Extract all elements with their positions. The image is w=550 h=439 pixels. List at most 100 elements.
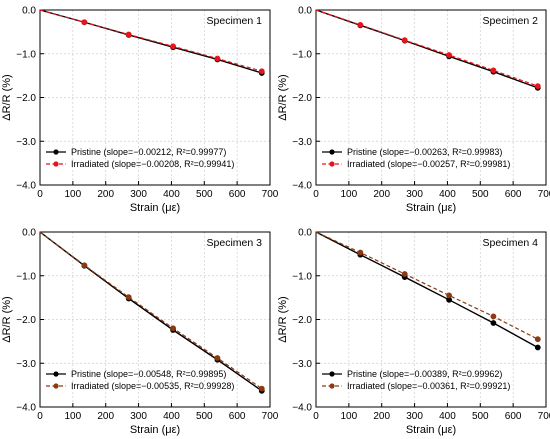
x-tick-label: 400 — [163, 411, 180, 422]
chart-panel-4: 0 100 200 300 400 500 600 700 0.0 −1.0 −2.0 −3.0 −4.… — [277, 228, 550, 437]
x-tick-label: 500 — [196, 189, 213, 200]
y-tick-label: −3.0 — [16, 359, 36, 370]
data-point-irradiated — [125, 294, 132, 301]
legend-label-irradiated: Irradiated (slope=−0.00361, R²=0.99921) — [347, 381, 510, 391]
data-point-irradiated — [534, 83, 541, 90]
y-tick-label: −2.0 — [16, 315, 36, 326]
x-tick-label: 400 — [439, 411, 456, 422]
series-line-irradiated — [39, 9, 262, 72]
y-tick-label: −4.0 — [292, 403, 312, 414]
y-tick-label: −1.0 — [16, 49, 36, 60]
panel-title: Specimen 3 — [207, 237, 263, 249]
x-tick-label: 0 — [313, 411, 319, 422]
data-point-irradiated — [446, 292, 452, 299]
x-tick-label: 700 — [262, 411, 279, 422]
data-point-irradiated — [357, 249, 364, 256]
x-tick-label: 300 — [130, 411, 147, 422]
series-line-irradiated — [315, 9, 538, 87]
chart-panel-2: 0 100 200 300 400 500 600 700 0.0 −1.0 −2.0 −3.0 −4.… — [277, 6, 550, 215]
legend-marker-irradiated — [329, 383, 335, 389]
y-tick-label: 0.0 — [22, 6, 36, 17]
data-point-irradiated — [125, 31, 132, 38]
x-tick-label: 200 — [373, 411, 390, 422]
data-point-irradiated — [357, 21, 364, 28]
data-point-irradiated — [490, 67, 497, 74]
legend-marker-pristine — [53, 149, 59, 155]
x-axis-title: Strain (με) — [130, 424, 180, 436]
legend-label-irradiated: Irradiated (slope=−0.00257, R²=0.99981) — [347, 159, 510, 169]
y-tick-label: 0.0 — [298, 6, 312, 17]
y-axis-title: ΔR/R (%) — [277, 74, 289, 120]
series-line-pristine — [315, 231, 539, 349]
x-tick-label: 100 — [65, 411, 82, 422]
panel-title: Specimen 1 — [207, 15, 263, 27]
x-tick-label: 200 — [97, 189, 114, 200]
x-tick-label: 300 — [130, 189, 147, 200]
y-tick-label: −1.0 — [16, 271, 36, 282]
panel-title: Specimen 2 — [483, 15, 539, 27]
x-tick-label: 500 — [472, 189, 489, 200]
legend-label-pristine: Pristine (slope=−0.00212, R²=0.99977) — [71, 147, 226, 157]
x-tick-label: 300 — [406, 189, 423, 200]
series-line-irradiated — [315, 231, 539, 340]
x-tick-label: 700 — [538, 189, 550, 200]
data-point-irradiated — [170, 325, 176, 332]
y-tick-label: −3.0 — [292, 359, 312, 370]
data-point-irradiated — [258, 385, 265, 392]
series-line-pristine — [39, 231, 263, 392]
legend-label-pristine: Pristine (slope=−0.00389, R²=0.99962) — [347, 369, 502, 379]
y-tick-label: −2.0 — [292, 315, 312, 326]
x-tick-label: 100 — [341, 411, 358, 422]
data-point-irradiated — [214, 355, 221, 361]
x-tick-label: 0 — [37, 189, 43, 200]
data-point-irradiated — [401, 271, 408, 277]
legend-marker-irradiated — [53, 383, 59, 389]
y-tick-label: −3.0 — [16, 137, 36, 148]
x-axis-title: Strain (με) — [130, 202, 180, 214]
y-axis-title: ΔR/R (%) — [1, 296, 13, 342]
y-tick-label: −4.0 — [292, 181, 312, 192]
y-tick-label: −4.0 — [16, 181, 36, 192]
x-tick-label: 600 — [505, 189, 522, 200]
data-point-irradiated — [490, 313, 497, 320]
y-tick-label: −1.0 — [292, 271, 312, 282]
legend-label-irradiated: Irradiated (slope=−0.00208, R²=0.99941) — [71, 159, 234, 169]
x-axis-title: Strain (με) — [406, 202, 456, 214]
x-tick-label: 400 — [439, 189, 456, 200]
legend-label-pristine: Pristine (slope=−0.00263, R²=0.99983) — [347, 147, 502, 157]
y-tick-label: −2.0 — [292, 93, 312, 104]
chart-panel-1: 0 100 200 300 400 500 600 700 0.0 −1.0 −2.0 −3.0 −4.… — [1, 6, 279, 215]
chart-panel-3: 0 100 200 300 400 500 600 700 0.0 −1.0 −2.0 −3.0 −4.… — [1, 228, 279, 437]
y-tick-label: 0.0 — [298, 228, 312, 239]
data-point-irradiated — [214, 55, 221, 62]
x-tick-label: 700 — [262, 189, 279, 200]
x-tick-label: 100 — [341, 189, 358, 200]
x-tick-label: 200 — [97, 411, 114, 422]
x-tick-label: 500 — [196, 411, 213, 422]
x-tick-label: 600 — [229, 189, 246, 200]
series-line-pristine — [39, 9, 262, 74]
x-tick-label: 600 — [229, 411, 246, 422]
y-tick-label: −4.0 — [16, 403, 36, 414]
legend-marker-irradiated — [53, 161, 59, 167]
legend-marker-pristine — [53, 371, 59, 377]
legend-marker-pristine — [329, 149, 335, 155]
x-tick-label: 400 — [163, 189, 180, 200]
data-point-irradiated — [170, 43, 176, 50]
y-tick-label: −2.0 — [16, 93, 36, 104]
x-tick-label: 700 — [538, 411, 550, 422]
y-tick-label: −3.0 — [292, 137, 312, 148]
x-tick-label: 100 — [65, 189, 82, 200]
series-line-irradiated — [39, 231, 263, 390]
data-point-pristine — [534, 344, 541, 351]
data-point-irradiated — [81, 262, 88, 269]
y-tick-label: 0.0 — [22, 228, 36, 239]
x-tick-label: 500 — [472, 411, 489, 422]
y-tick-label: −1.0 — [292, 49, 312, 60]
data-point-irradiated — [446, 52, 452, 58]
legend-marker-irradiated — [329, 161, 335, 167]
data-point-pristine — [490, 320, 497, 326]
x-tick-label: 200 — [373, 189, 390, 200]
data-point-irradiated — [534, 336, 541, 343]
